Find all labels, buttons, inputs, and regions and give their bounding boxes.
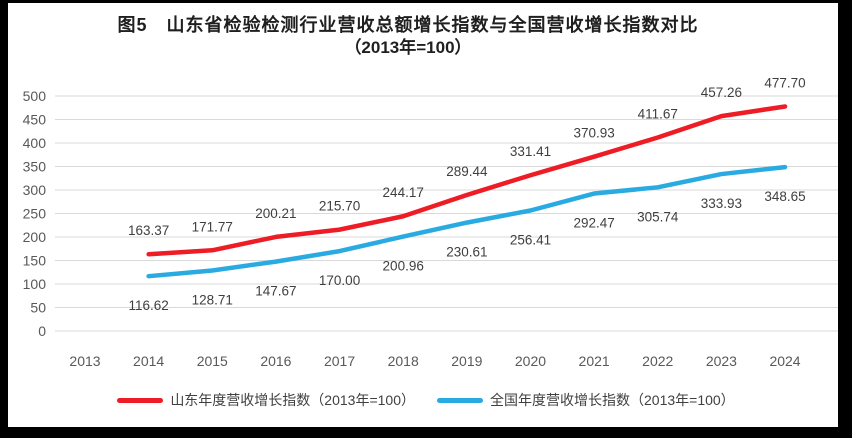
data-label-series-1: 230.61 xyxy=(446,245,487,260)
series-line-1 xyxy=(146,164,788,279)
data-label-series-0: 457.26 xyxy=(701,85,742,100)
y-axis-tick-label: 300 xyxy=(23,182,47,198)
data-label-series-0: 289.44 xyxy=(446,164,488,179)
series-line-0 xyxy=(146,104,788,257)
data-label-series-1: 170.00 xyxy=(319,273,360,288)
data-label-series-1: 116.62 xyxy=(128,298,168,313)
data-label-series-0: 244.17 xyxy=(383,185,424,200)
data-label-series-0: 331.41 xyxy=(510,144,551,159)
data-label-series-0: 477.70 xyxy=(764,75,805,90)
x-axis-tick-label: 2018 xyxy=(388,353,419,369)
shandong-series-swatch xyxy=(117,397,164,403)
data-label-series-1: 256.41 xyxy=(510,232,551,247)
x-axis-tick-label: 2023 xyxy=(706,353,737,369)
y-axis-tick-label: 400 xyxy=(23,135,47,151)
x-axis-tick-label: 2024 xyxy=(769,353,800,369)
data-label-series-0: 215.70 xyxy=(319,199,360,214)
data-label-series-1: 305.74 xyxy=(637,209,679,224)
x-axis-tick-label: 2016 xyxy=(260,353,291,369)
y-axis-tick-label: 500 xyxy=(23,88,47,104)
x-axis-tick-label: 2021 xyxy=(579,353,610,369)
x-axis-tick-label: 2013 xyxy=(69,353,100,369)
chart-title-line2: （2013年=100） xyxy=(344,38,472,57)
data-label-series-1: 348.65 xyxy=(764,189,805,204)
x-axis-tick-label: 2019 xyxy=(451,353,482,369)
data-label-series-1: 292.47 xyxy=(573,216,614,231)
data-label-series-0: 171.77 xyxy=(192,219,233,234)
y-axis-tick-label: 450 xyxy=(23,112,47,128)
data-label-series-1: 200.96 xyxy=(383,259,424,274)
legend-label-national: 全国年度营收增长指数（2013年=100） xyxy=(490,392,735,408)
y-axis-tick-label: 150 xyxy=(23,253,47,269)
data-label-series-1: 147.67 xyxy=(255,284,296,299)
y-axis-tick-label: 50 xyxy=(30,300,46,316)
chart-title: 图5 山东省检验检测行业营收总额增长指数与全国营收增长指数对比 （2013年=1… xyxy=(0,14,816,58)
data-label-series-0: 411.67 xyxy=(638,107,678,122)
legend-label-shandong: 山东年度营收增长指数（2013年=100） xyxy=(170,392,415,408)
y-axis-tick-label: 100 xyxy=(23,276,47,292)
data-label-series-1: 128.71 xyxy=(192,293,233,308)
y-axis-tick-label: 0 xyxy=(38,323,46,339)
legend-item-shandong: 山东年度营收增长指数（2013年=100） xyxy=(117,390,415,410)
data-label-series-0: 163.37 xyxy=(128,223,169,238)
data-label-series-1: 333.93 xyxy=(701,196,742,211)
x-axis-tick-label: 2017 xyxy=(324,353,355,369)
x-axis-tick-label: 2014 xyxy=(133,353,164,369)
x-axis-tick-label: 2022 xyxy=(642,353,673,369)
data-label-series-0: 370.93 xyxy=(573,126,614,141)
y-axis-tick-label: 250 xyxy=(23,206,47,222)
chart-legend: 山东年度营收增长指数（2013年=100） 全国年度营收增长指数（2013年=1… xyxy=(0,390,852,410)
data-label-series-0: 200.21 xyxy=(255,206,296,221)
chart-title-line1: 图5 山东省检验检测行业营收总额增长指数与全国营收增长指数对比 xyxy=(117,15,699,35)
x-axis-tick-label: 2015 xyxy=(197,353,228,369)
y-axis-tick-label: 350 xyxy=(23,159,47,175)
legend-item-national: 全国年度营收增长指数（2013年=100） xyxy=(437,390,735,410)
x-axis-tick-label: 2020 xyxy=(515,353,546,369)
y-axis-tick-label: 200 xyxy=(23,229,47,245)
chart-card xyxy=(8,3,838,427)
national-series-swatch xyxy=(437,397,483,403)
